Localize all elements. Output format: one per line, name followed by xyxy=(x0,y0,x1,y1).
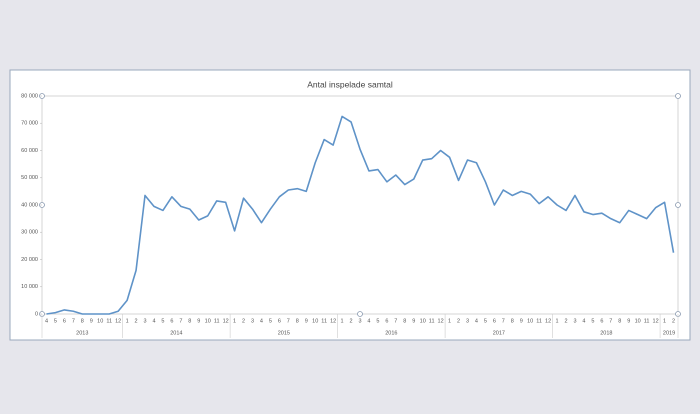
x-tick-label: 9 xyxy=(412,318,415,324)
x-tick-label: 12 xyxy=(115,318,121,324)
x-tick-label: 6 xyxy=(493,318,496,324)
y-tick-label: 70 000 xyxy=(21,121,38,127)
year-label: 2013 xyxy=(76,330,88,336)
x-tick-label: 2 xyxy=(135,318,138,324)
x-tick-label: 3 xyxy=(251,318,254,324)
y-tick-label: 60 000 xyxy=(21,148,38,154)
x-tick-label: 11 xyxy=(429,318,435,324)
x-tick-label: 2 xyxy=(564,318,567,324)
x-tick-label: 4 xyxy=(582,318,585,324)
x-tick-label: 1 xyxy=(448,318,451,324)
x-tick-label: 6 xyxy=(278,318,281,324)
x-tick-label: 5 xyxy=(591,318,594,324)
y-tick-label: 20 000 xyxy=(21,257,38,263)
x-tick-label: 1 xyxy=(126,318,129,324)
x-tick-label: 10 xyxy=(312,318,318,324)
x-tick-label: 12 xyxy=(330,318,336,324)
y-tick-label: 0 xyxy=(35,311,38,317)
x-tick-label: 4 xyxy=(475,318,478,324)
x-tick-label: 1 xyxy=(341,318,344,324)
x-tick-label: 11 xyxy=(321,318,327,324)
y-tick-label: 50 000 xyxy=(21,175,38,181)
x-tick-label: 6 xyxy=(170,318,173,324)
y-tick-label: 80 000 xyxy=(21,93,38,99)
handle[interactable] xyxy=(675,93,681,99)
x-tick-label: 7 xyxy=(609,318,612,324)
year-label: 2017 xyxy=(493,330,505,336)
x-tick-label: 10 xyxy=(205,318,211,324)
x-tick-label: 4 xyxy=(367,318,370,324)
x-tick-label: 7 xyxy=(179,318,182,324)
x-tick-label: 3 xyxy=(466,318,469,324)
x-tick-label: 10 xyxy=(635,318,641,324)
data-line xyxy=(46,115,675,315)
x-tick-label: 9 xyxy=(627,318,630,324)
x-tick-label: 11 xyxy=(214,318,220,324)
x-tick-label: 11 xyxy=(106,318,112,324)
x-tick-label: 11 xyxy=(644,318,650,324)
x-tick-label: 3 xyxy=(143,318,146,324)
x-tick-label: 7 xyxy=(394,318,397,324)
x-tick-label: 12 xyxy=(438,318,444,324)
handle[interactable] xyxy=(675,202,681,208)
x-tick-label: 5 xyxy=(269,318,272,324)
x-tick-label: 12 xyxy=(223,318,229,324)
x-tick-label: 7 xyxy=(72,318,75,324)
x-tick-label: 4 xyxy=(45,318,48,324)
x-tick-label: 1 xyxy=(556,318,559,324)
x-tick-label: 4 xyxy=(152,318,155,324)
x-tick-label: 5 xyxy=(54,318,57,324)
year-label: 2018 xyxy=(600,330,612,336)
year-label: 2014 xyxy=(170,330,182,336)
y-tick-label: 30 000 xyxy=(21,230,38,236)
chart-area[interactable] xyxy=(9,69,691,341)
x-tick-label: 9 xyxy=(305,318,308,324)
chart-title: Antal inspelade samtal xyxy=(307,79,393,89)
x-tick-label: 11 xyxy=(536,318,542,324)
x-tick-label: 4 xyxy=(260,318,263,324)
x-tick-label: 3 xyxy=(573,318,576,324)
x-tick-label: 3 xyxy=(358,318,361,324)
x-tick-label: 2 xyxy=(350,318,353,324)
x-tick-label: 8 xyxy=(296,318,299,324)
x-tick-label: 5 xyxy=(376,318,379,324)
x-tick-label: 12 xyxy=(545,318,551,324)
year-label: 2015 xyxy=(278,330,290,336)
handle[interactable] xyxy=(357,311,363,317)
x-tick-label: 6 xyxy=(600,318,603,324)
year-label: 2019 xyxy=(663,330,675,336)
x-tick-label: 10 xyxy=(420,318,426,324)
x-tick-label: 8 xyxy=(403,318,406,324)
x-tick-label: 2 xyxy=(457,318,460,324)
y-tick-label: 10 000 xyxy=(21,284,38,290)
x-tick-label: 2 xyxy=(242,318,245,324)
x-tick-label: 8 xyxy=(188,318,191,324)
x-tick-label: 8 xyxy=(511,318,514,324)
x-tick-label: 9 xyxy=(520,318,523,324)
x-tick-label: 1 xyxy=(233,318,236,324)
x-tick-label: 6 xyxy=(63,318,66,324)
x-tick-label: 1 xyxy=(663,318,666,324)
x-tick-label: 6 xyxy=(385,318,388,324)
x-tick-label: 2 xyxy=(672,318,675,324)
year-label: 2016 xyxy=(385,330,397,336)
x-tick-label: 7 xyxy=(287,318,290,324)
x-tick-label: 5 xyxy=(161,318,164,324)
x-tick-label: 5 xyxy=(484,318,487,324)
x-tick-label: 10 xyxy=(527,318,533,324)
x-tick-label: 12 xyxy=(653,318,659,324)
x-tick-label: 8 xyxy=(618,318,621,324)
x-tick-label: 9 xyxy=(197,318,200,324)
y-tick-label: 40 000 xyxy=(21,202,38,208)
x-tick-label: 9 xyxy=(90,318,93,324)
x-tick-label: 7 xyxy=(502,318,505,324)
x-tick-label: 8 xyxy=(81,318,84,324)
x-tick-label: 10 xyxy=(97,318,103,324)
